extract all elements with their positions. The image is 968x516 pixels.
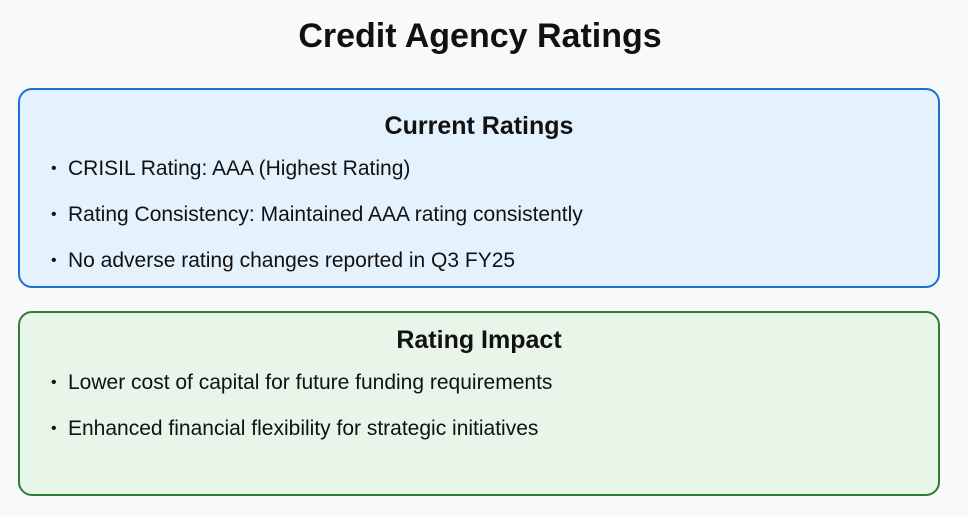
current-ratings-heading: Current Ratings	[384, 112, 574, 140]
bullet-icon: •	[51, 252, 57, 269]
bullet-icon: •	[51, 160, 57, 177]
current-ratings-card: Current Ratings • CRISIL Rating: AAA (Hi…	[18, 88, 940, 288]
current-ratings-list: • CRISIL Rating: AAA (Highest Rating) • …	[20, 146, 938, 284]
rating-impact-card: Rating Impact • Lower cost of capital fo…	[18, 311, 940, 496]
list-item: • Enhanced financial flexibility for str…	[20, 406, 938, 452]
list-item: • CRISIL Rating: AAA (Highest Rating)	[20, 146, 938, 192]
list-item: • Rating Consistency: Maintained AAA rat…	[20, 192, 938, 238]
rating-impact-list: • Lower cost of capital for future fundi…	[20, 360, 938, 452]
list-item-text: Enhanced financial flexibility for strat…	[68, 417, 539, 440]
list-item-text: Lower cost of capital for future funding…	[68, 371, 553, 394]
page-title: Credit Agency Ratings	[298, 17, 662, 55]
list-item-text: CRISIL Rating: AAA (Highest Rating)	[68, 157, 411, 180]
bullet-icon: •	[51, 420, 57, 437]
list-item-text: Rating Consistency: Maintained AAA ratin…	[68, 203, 583, 226]
bullet-icon: •	[51, 206, 57, 223]
rating-impact-heading: Rating Impact	[396, 326, 562, 354]
list-item: • Lower cost of capital for future fundi…	[20, 360, 938, 406]
bullet-icon: •	[51, 374, 57, 391]
list-item-text: No adverse rating changes reported in Q3…	[68, 249, 516, 272]
list-item: • No adverse rating changes reported in …	[20, 238, 938, 284]
